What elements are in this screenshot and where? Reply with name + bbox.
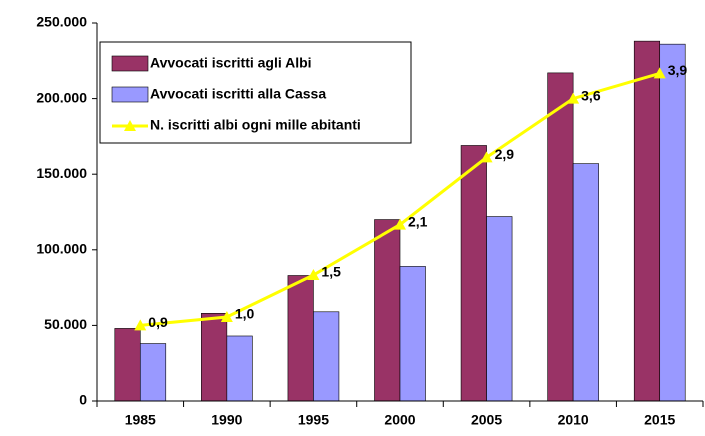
- legend-label: Avvocati iscritti agli Albi: [150, 55, 312, 71]
- bar: [226, 335, 253, 402]
- legend-label: Avvocati iscritti alla Cassa: [150, 86, 326, 102]
- bar: [287, 275, 314, 402]
- legend-marker: [124, 120, 136, 131]
- bar: [313, 311, 340, 402]
- x-tick-label: 2000: [384, 412, 415, 428]
- x-tick-label: 2015: [644, 412, 675, 428]
- y-tick-label: 200.000: [36, 89, 87, 105]
- legend-label: N. iscritti albi ogni mille abitanti: [150, 117, 361, 133]
- y-tick-label: 150.000: [36, 165, 87, 181]
- data-label: 1,0: [235, 306, 255, 322]
- bar: [139, 343, 167, 402]
- marker: [134, 319, 147, 331]
- bar: [486, 216, 513, 402]
- x-tick-label: 2010: [558, 412, 589, 428]
- bar: [633, 40, 661, 402]
- data-label: 2,1: [408, 213, 428, 229]
- data-label: 2,9: [495, 146, 515, 162]
- data-label: 3,6: [581, 87, 601, 103]
- marker: [307, 269, 320, 280]
- legend-box: [99, 41, 412, 144]
- legend-swatch: [111, 86, 149, 103]
- legend-swatch: [111, 55, 149, 72]
- marker: [480, 151, 493, 163]
- x-tick-label: 1990: [211, 412, 242, 428]
- marker: [394, 218, 406, 230]
- x-tick-label: 2005: [471, 412, 502, 428]
- x-tick-label: 1995: [298, 412, 329, 428]
- bar: [399, 266, 426, 402]
- bar: [547, 72, 574, 402]
- data-label: 3,9: [668, 62, 688, 78]
- marker: [653, 67, 666, 79]
- y-tick-label: 0: [79, 392, 87, 408]
- x-tick-label: 1985: [125, 412, 156, 428]
- bar: [572, 163, 599, 402]
- bar: [374, 219, 401, 402]
- y-tick-label: 250.000: [36, 14, 87, 30]
- bar: [659, 43, 686, 402]
- bar: [201, 313, 228, 402]
- marker: [220, 311, 233, 322]
- data-label: 0,9: [148, 314, 168, 330]
- marker: [567, 92, 580, 104]
- bar: [460, 145, 487, 402]
- y-tick-label: 50.000: [44, 316, 87, 332]
- bar: [114, 328, 141, 402]
- data-label: 1,5: [321, 264, 341, 280]
- y-tick-label: 100.000: [36, 241, 87, 257]
